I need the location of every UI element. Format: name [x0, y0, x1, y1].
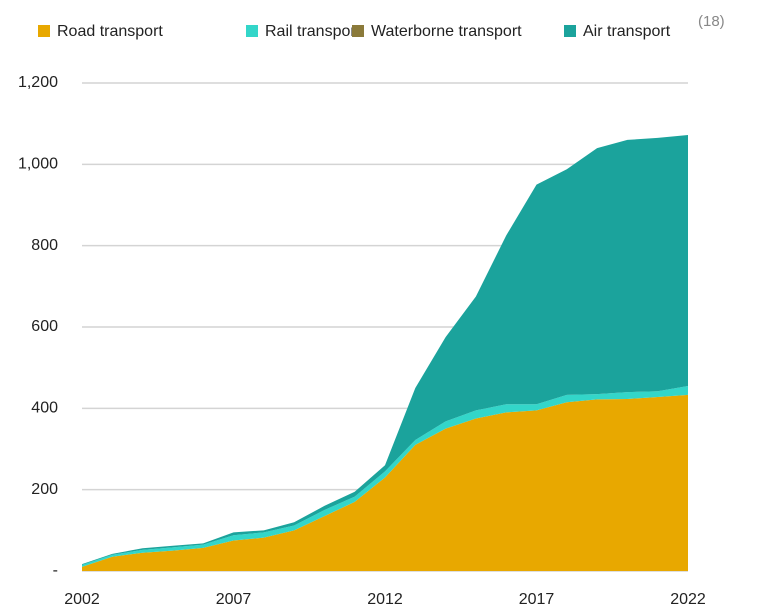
- y-tick-label: 1,200: [18, 74, 58, 91]
- y-tick-label: 800: [31, 237, 58, 254]
- x-tick-label: 2007: [216, 591, 252, 608]
- x-tick-label: 2002: [64, 591, 100, 608]
- area: [82, 135, 688, 565]
- x-tick-label: 2022: [670, 591, 706, 608]
- y-tick-label: 200: [31, 481, 58, 498]
- legend-swatch: [564, 25, 576, 37]
- area: [82, 394, 688, 571]
- legend-label: Rail transport: [265, 23, 361, 40]
- legend-swatch: [246, 25, 258, 37]
- legend-swatch: [352, 25, 364, 37]
- legend-label: Road transport: [57, 23, 163, 40]
- legend-label: Air transport: [583, 23, 671, 40]
- area: [82, 385, 688, 567]
- y-tick-label: -: [53, 562, 58, 579]
- x-tick-label: 2012: [367, 591, 403, 608]
- y-tick-label: 400: [31, 400, 58, 417]
- y-tick-label: 600: [31, 318, 58, 335]
- legend-label: Waterborne transport: [371, 23, 522, 40]
- y-tick-label: 1,000: [18, 156, 58, 173]
- x-tick-label: 2017: [519, 591, 555, 608]
- legend-swatch: [38, 25, 50, 37]
- annotation: (18): [698, 13, 725, 30]
